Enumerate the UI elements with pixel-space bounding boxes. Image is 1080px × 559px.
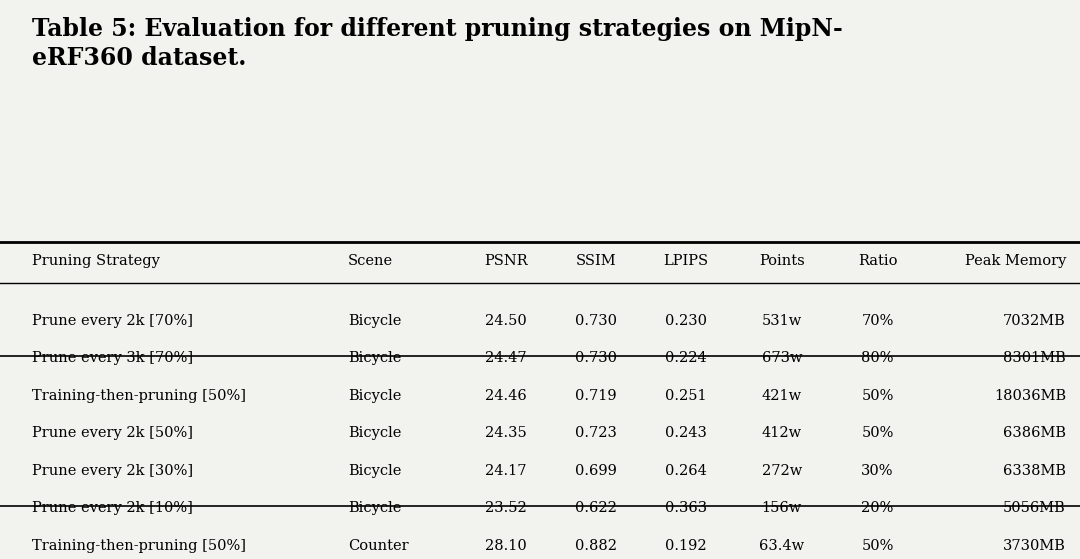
- Text: 3730MB: 3730MB: [1003, 539, 1066, 553]
- Text: 70%: 70%: [862, 314, 894, 328]
- Text: 7032MB: 7032MB: [1003, 314, 1066, 328]
- Text: Table 5: Evaluation for different pruning strategies on MipN-
eRF360 dataset.: Table 5: Evaluation for different prunin…: [32, 17, 843, 70]
- Text: Scene: Scene: [348, 254, 393, 268]
- Text: Ratio: Ratio: [858, 254, 897, 268]
- Text: Prune every 3k [70%]: Prune every 3k [70%]: [32, 352, 193, 366]
- Text: Pruning Strategy: Pruning Strategy: [32, 254, 160, 268]
- Text: 0.251: 0.251: [665, 389, 706, 403]
- Text: Bicycle: Bicycle: [348, 464, 402, 478]
- Text: 0.224: 0.224: [665, 352, 707, 366]
- Text: 50%: 50%: [862, 427, 894, 440]
- Text: 20%: 20%: [862, 501, 894, 515]
- Text: Bicycle: Bicycle: [348, 389, 402, 403]
- Text: 50%: 50%: [862, 539, 894, 553]
- Text: 0.699: 0.699: [575, 464, 617, 478]
- Text: 50%: 50%: [862, 389, 894, 403]
- Text: 0.264: 0.264: [665, 464, 707, 478]
- Text: Peak Memory: Peak Memory: [964, 254, 1066, 268]
- Text: SSIM: SSIM: [576, 254, 617, 268]
- Text: 24.35: 24.35: [485, 427, 527, 440]
- Text: 63.4w: 63.4w: [759, 539, 805, 553]
- Text: 156w: 156w: [761, 501, 802, 515]
- Text: Bicycle: Bicycle: [348, 427, 402, 440]
- Text: 531w: 531w: [761, 314, 802, 328]
- Text: Training-then-pruning [50%]: Training-then-pruning [50%]: [32, 539, 246, 553]
- Text: 30%: 30%: [862, 464, 894, 478]
- Text: LPIPS: LPIPS: [663, 254, 708, 268]
- Text: 8301MB: 8301MB: [1003, 352, 1066, 366]
- Text: 673w: 673w: [761, 352, 802, 366]
- Text: 0.230: 0.230: [665, 314, 707, 328]
- Text: 0.730: 0.730: [575, 352, 617, 366]
- Text: 0.243: 0.243: [665, 427, 707, 440]
- Text: 5056MB: 5056MB: [1003, 501, 1066, 515]
- Text: 412w: 412w: [761, 427, 801, 440]
- Text: 0.363: 0.363: [665, 501, 707, 515]
- Text: 18036MB: 18036MB: [994, 389, 1066, 403]
- Text: 6386MB: 6386MB: [1003, 427, 1066, 440]
- Text: Counter: Counter: [348, 539, 408, 553]
- Text: Bicycle: Bicycle: [348, 314, 402, 328]
- Text: Prune every 2k [70%]: Prune every 2k [70%]: [32, 314, 193, 328]
- Text: 6338MB: 6338MB: [1003, 464, 1066, 478]
- Text: 0.723: 0.723: [575, 427, 617, 440]
- Text: 0.622: 0.622: [575, 501, 617, 515]
- Text: Training-then-pruning [50%]: Training-then-pruning [50%]: [32, 389, 246, 403]
- Text: 24.17: 24.17: [485, 464, 526, 478]
- Text: Prune every 2k [50%]: Prune every 2k [50%]: [32, 427, 193, 440]
- Text: 0.882: 0.882: [575, 539, 617, 553]
- Text: 0.719: 0.719: [575, 389, 617, 403]
- Text: PSNR: PSNR: [484, 254, 527, 268]
- Text: 23.52: 23.52: [485, 501, 527, 515]
- Text: 0.192: 0.192: [665, 539, 706, 553]
- Text: 24.50: 24.50: [485, 314, 527, 328]
- Text: Bicycle: Bicycle: [348, 352, 402, 366]
- Text: Prune every 2k [30%]: Prune every 2k [30%]: [32, 464, 193, 478]
- Text: 24.47: 24.47: [485, 352, 527, 366]
- Text: 421w: 421w: [761, 389, 801, 403]
- Text: Points: Points: [759, 254, 805, 268]
- Text: 0.730: 0.730: [575, 314, 617, 328]
- Text: 28.10: 28.10: [485, 539, 527, 553]
- Text: 24.46: 24.46: [485, 389, 527, 403]
- Text: Prune every 2k [10%]: Prune every 2k [10%]: [32, 501, 193, 515]
- Text: Bicycle: Bicycle: [348, 501, 402, 515]
- Text: 272w: 272w: [761, 464, 802, 478]
- Text: 80%: 80%: [862, 352, 894, 366]
